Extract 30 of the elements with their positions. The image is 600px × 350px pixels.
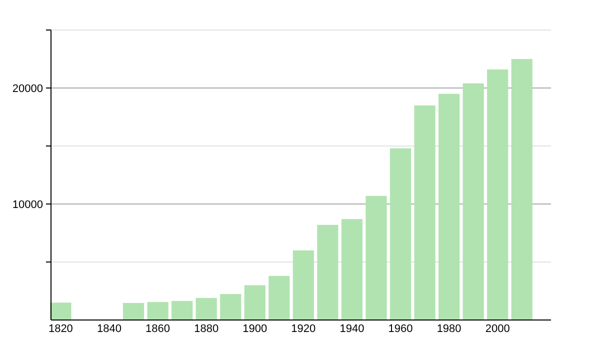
x-tick-label: 1840 <box>97 323 122 335</box>
x-tick-label: 1880 <box>194 323 219 335</box>
x-tick-label: 1820 <box>48 323 73 335</box>
bar <box>147 302 168 320</box>
bar <box>122 302 144 320</box>
bar <box>196 298 217 320</box>
bar <box>172 300 193 320</box>
x-tick-label: 1980 <box>436 323 462 335</box>
bar <box>511 59 532 320</box>
y-tick-label: 20000 <box>12 82 43 95</box>
bar <box>462 83 484 320</box>
bar <box>244 285 266 320</box>
x-tick-label: 1940 <box>340 323 364 335</box>
x-tick-label: 1900 <box>242 323 268 335</box>
bar <box>487 69 508 320</box>
bar <box>438 94 460 320</box>
bar <box>390 148 412 320</box>
bar <box>366 196 387 320</box>
bar <box>341 219 363 320</box>
y-tick-label: 10000 <box>12 198 43 211</box>
bar <box>50 302 72 320</box>
x-tick-label: 2000 <box>485 323 510 335</box>
bar <box>317 224 338 320</box>
x-tick-label: 1860 <box>146 323 170 335</box>
bar <box>268 276 290 320</box>
bar <box>414 105 436 320</box>
bar <box>292 250 314 320</box>
bar <box>220 294 242 320</box>
x-tick-label: 1920 <box>291 323 316 335</box>
x-tick-label: 1960 <box>388 323 413 335</box>
